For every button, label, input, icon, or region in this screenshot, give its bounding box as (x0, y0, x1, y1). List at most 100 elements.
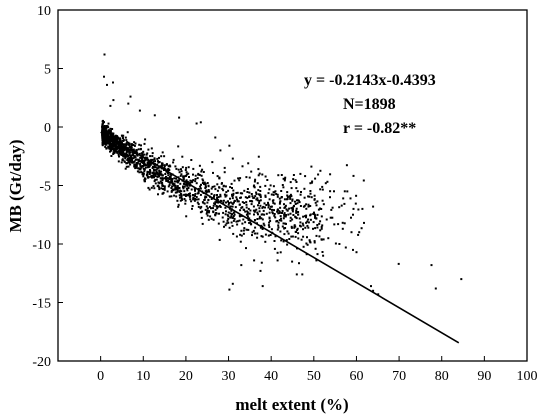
data-point (246, 215, 249, 218)
data-point (206, 214, 209, 217)
data-point (117, 145, 120, 148)
data-point (102, 127, 105, 130)
data-point (178, 179, 180, 182)
data-point (157, 166, 160, 169)
data-point (199, 211, 202, 214)
data-point (299, 221, 302, 224)
data-point (255, 191, 258, 194)
data-point (235, 192, 238, 194)
data-point (346, 190, 349, 193)
data-point (280, 217, 282, 220)
data-point (245, 228, 248, 231)
data-point (239, 233, 242, 236)
data-point (107, 145, 110, 148)
data-point (157, 193, 159, 196)
data-point (206, 190, 209, 193)
data-point (319, 229, 322, 232)
data-point (259, 269, 262, 272)
data-point (197, 205, 200, 208)
data-point (154, 160, 157, 163)
data-point (306, 224, 309, 227)
data-point (138, 152, 141, 155)
data-point (260, 235, 263, 238)
data-point (192, 198, 195, 201)
data-points (101, 53, 463, 296)
data-point (205, 205, 208, 208)
data-point (352, 248, 354, 251)
data-point (213, 195, 215, 198)
data-point (321, 224, 324, 227)
data-point (158, 173, 161, 176)
data-point (276, 251, 279, 254)
data-point (161, 177, 164, 180)
data-point (213, 185, 216, 188)
data-point (141, 171, 144, 174)
data-point (352, 207, 355, 210)
y-axis-title: MB (Gt/day) (6, 139, 25, 232)
data-point (135, 162, 138, 164)
data-point (239, 209, 242, 212)
data-point (102, 135, 105, 138)
annotation-r: r = -0.82** (343, 120, 416, 137)
x-axis-title: melt extent (%) (235, 395, 348, 414)
data-point (128, 157, 131, 159)
data-point (203, 181, 206, 184)
data-point (246, 188, 249, 190)
data-point (278, 210, 281, 213)
data-point (287, 213, 290, 216)
data-point (305, 207, 308, 210)
data-point (354, 202, 357, 205)
data-point (290, 235, 293, 238)
data-point (178, 190, 181, 193)
data-point (223, 166, 226, 169)
data-point (312, 212, 315, 215)
data-point (185, 215, 188, 218)
data-point (252, 205, 255, 208)
data-point (159, 171, 162, 174)
data-point (195, 122, 198, 125)
data-point (247, 162, 250, 165)
data-point (195, 182, 198, 185)
data-point (231, 205, 234, 208)
data-point (320, 208, 323, 210)
data-point (315, 234, 318, 237)
data-point (151, 155, 154, 158)
data-point (134, 156, 137, 159)
data-point (215, 212, 218, 215)
data-point (128, 151, 131, 154)
data-point (191, 205, 194, 207)
data-point (118, 155, 120, 158)
data-point (297, 213, 300, 216)
data-point (280, 174, 283, 176)
data-point (248, 176, 251, 179)
data-point (105, 147, 108, 150)
data-point (121, 148, 124, 151)
data-point (221, 216, 224, 219)
data-point (203, 202, 206, 205)
data-point (192, 167, 195, 170)
data-point (139, 165, 142, 168)
data-point (128, 144, 131, 147)
data-point (237, 177, 240, 180)
data-point (343, 190, 346, 193)
data-point (284, 215, 287, 218)
data-point (235, 196, 238, 199)
data-point (195, 196, 198, 198)
y-tick-label: -10 (32, 238, 51, 253)
data-point (201, 201, 204, 204)
data-point (141, 154, 144, 157)
data-point (158, 156, 160, 159)
data-point (291, 260, 294, 263)
data-point (305, 203, 308, 206)
data-point (136, 158, 139, 161)
data-point (252, 229, 255, 232)
data-point (289, 212, 292, 215)
data-point (232, 232, 235, 235)
data-point (297, 237, 300, 240)
data-point (117, 153, 120, 156)
data-point (283, 212, 286, 215)
data-point (230, 182, 233, 185)
data-point (309, 190, 312, 192)
data-point (150, 158, 153, 161)
data-point (117, 136, 120, 139)
